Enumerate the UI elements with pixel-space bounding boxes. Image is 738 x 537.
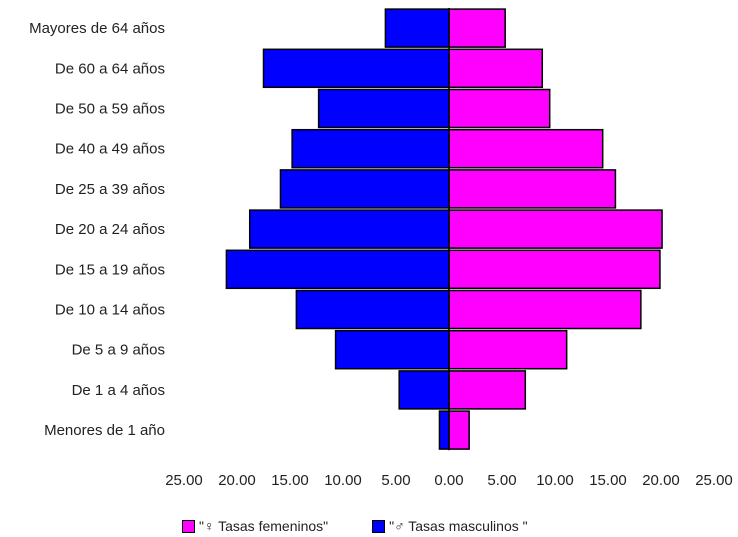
bars-layer	[225, 8, 663, 451]
bar-female-6	[448, 249, 661, 290]
bar-female-3	[448, 128, 604, 169]
bar-male-2	[317, 88, 450, 129]
bar-female-9	[448, 370, 527, 410]
legend-label-male: "♂ Tasas masculinos "	[389, 518, 528, 534]
legend-label-female: "♀ Tasas femeninos"	[199, 518, 329, 534]
category-label: De 25 a 39 años	[55, 181, 165, 198]
x-tick-label: 25.00	[695, 472, 733, 489]
category-label: De 20 a 24 años	[55, 221, 165, 238]
bar-male-0	[384, 8, 450, 48]
bar-male-3	[291, 128, 450, 169]
bar-female-7	[448, 289, 642, 330]
legend: "♀ Tasas femeninos" "♂ Tasas masculinos …	[182, 518, 572, 534]
x-axis-tick-labels: 25.00 20.00 15.00 10.00 5.00 0.00 5.00 10.00 15.…	[165, 472, 733, 489]
x-tick-label: 5.00	[381, 472, 410, 489]
x-tick-label: 15.00	[271, 472, 309, 489]
bar-male-7	[295, 289, 450, 330]
x-tick-label: 10.00	[536, 472, 574, 489]
category-label: De 50 a 59 años	[55, 101, 165, 118]
category-label: Mayores de 64 años	[29, 20, 165, 37]
x-tick-label: 15.00	[589, 472, 627, 489]
bar-female-5	[448, 209, 663, 249]
bar-female-1	[448, 48, 544, 89]
legend-swatch-female	[182, 519, 195, 533]
legend-swatch-male	[372, 519, 386, 533]
category-label: De 1 a 4 años	[72, 382, 165, 399]
bar-male-1	[262, 48, 450, 89]
x-tick-label: 20.00	[642, 472, 680, 489]
legend-item-female: "♀ Tasas femeninos"	[182, 518, 328, 534]
bar-female-10	[448, 410, 470, 450]
category-label: De 15 a 19 años	[55, 261, 165, 278]
x-tick-label: 5.00	[487, 472, 516, 489]
bar-female-4	[448, 169, 617, 209]
bar-female-8	[448, 329, 568, 370]
category-labels: Mayores de 64 años De 60 a 64 años De 50 a…	[29, 20, 165, 439]
category-label: Menores de 1 año	[44, 422, 165, 439]
x-tick-label: 20.00	[218, 472, 256, 489]
category-label: De 10 a 14 años	[55, 302, 165, 319]
legend-item-male: "♂ Tasas masculinos "	[372, 518, 528, 534]
bar-male-5	[248, 209, 450, 249]
x-tick-label: 25.00	[165, 472, 203, 489]
category-label: De 5 a 9 años	[72, 342, 165, 359]
bar-female-2	[448, 88, 551, 129]
x-tick-label: 0.00	[434, 472, 463, 489]
category-label: De 40 a 49 años	[55, 141, 165, 158]
bar-male-8	[334, 329, 450, 370]
bar-male-6	[225, 249, 450, 290]
bar-male-9	[398, 370, 450, 410]
bar-male-10	[438, 410, 450, 450]
bar-male-4	[279, 169, 450, 209]
category-label: De 60 a 64 años	[55, 60, 165, 77]
bar-female-0	[448, 8, 506, 48]
x-tick-label: 10.00	[324, 472, 362, 489]
